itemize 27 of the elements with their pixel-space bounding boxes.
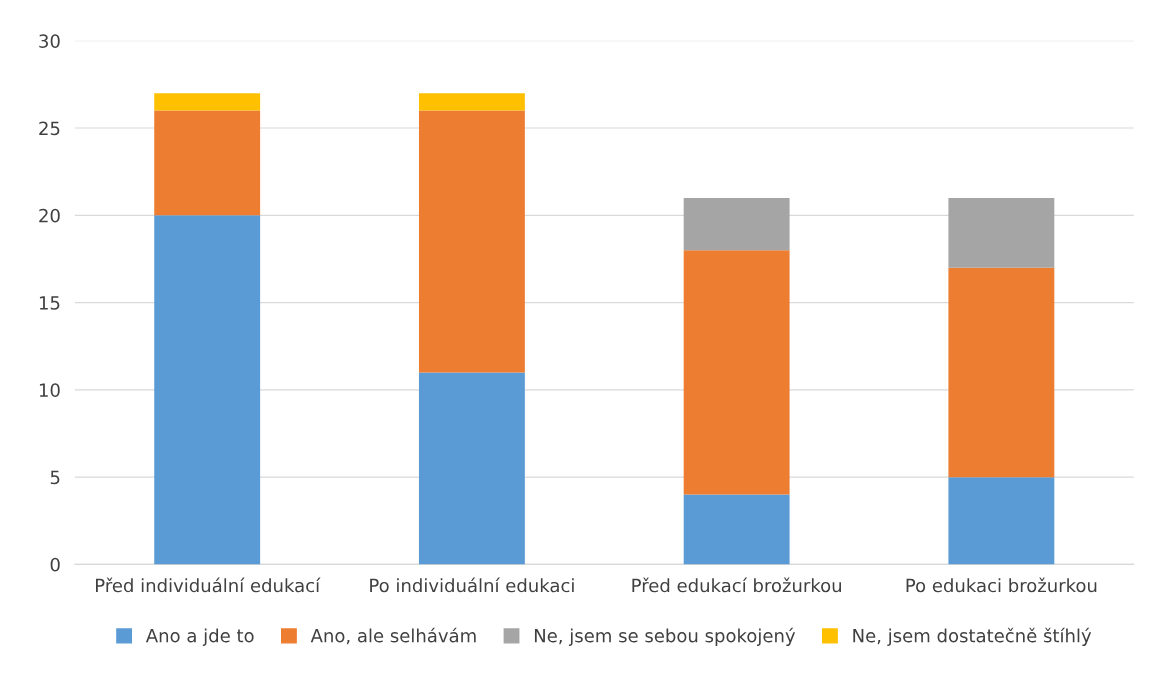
bar: [948, 197, 1055, 268]
y-tick-label: 30: [39, 34, 60, 48]
bar: [154, 110, 261, 216]
y-tick-label: 20: [39, 208, 60, 223]
x-tick-label: Po individuální edukaci: [370, 577, 574, 593]
bar: [683, 197, 790, 251]
x-tick-label: Před individuální edukací: [96, 577, 321, 593]
y-tick-label: 15: [39, 296, 60, 310]
bar: [154, 93, 261, 111]
y-tick-label: 10: [39, 383, 60, 397]
bar: [683, 250, 790, 495]
bar: [418, 372, 525, 565]
x-tick-label: Před edukací brožurkou: [632, 577, 841, 593]
legend-label: Ano, ale selhávám: [310, 627, 476, 645]
bar: [948, 477, 1055, 565]
bar: [683, 494, 790, 565]
bar: [418, 93, 525, 111]
bar: [154, 215, 261, 565]
legend-label: Ne, jsem se sebou spokojený: [534, 627, 796, 646]
legend-label: Ne, jsem dostatečně štíhlý: [853, 627, 1092, 646]
legend-label: Ano a jde to: [145, 628, 254, 646]
y-tick-label: 25: [39, 121, 60, 136]
y-tick-label: 5: [50, 470, 60, 485]
y-tick-label: 0: [50, 557, 60, 572]
x-tick-label: Po edukaci brožurkou: [906, 577, 1097, 593]
bar: [948, 267, 1055, 478]
bar: [418, 110, 525, 373]
